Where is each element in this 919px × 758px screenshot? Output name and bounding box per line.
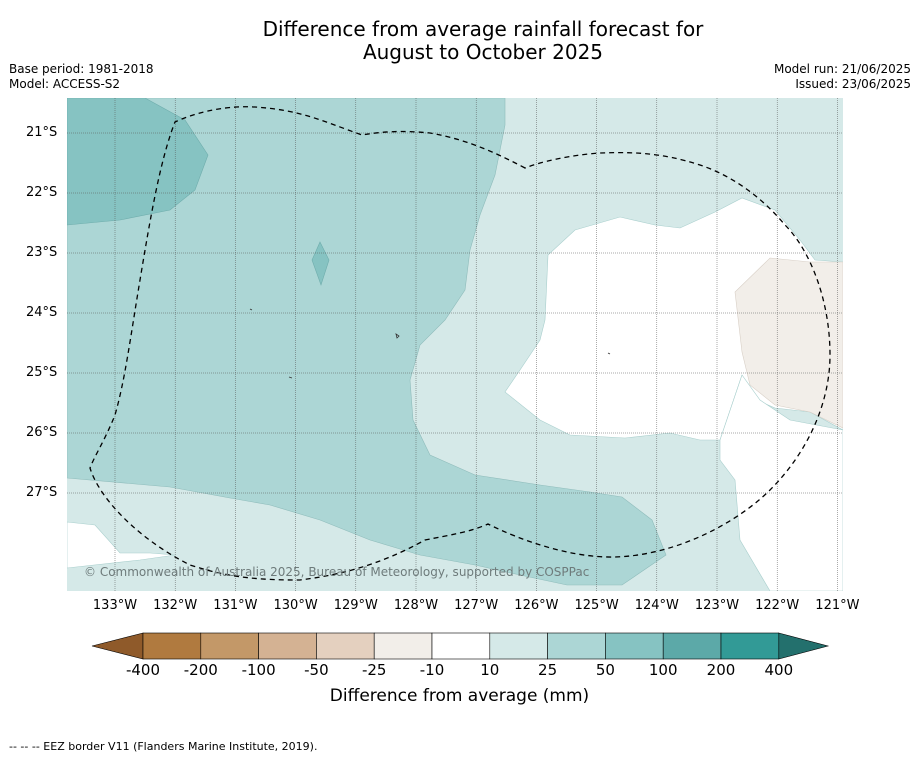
map-title: Difference from average rainfall forecas… <box>0 18 919 64</box>
lon-label: 124°W <box>634 598 679 613</box>
speck-1 <box>395 333 400 339</box>
colorbar-swatch <box>489 632 548 660</box>
lon-label: 125°W <box>574 598 619 613</box>
colorbar-swatch <box>373 632 433 660</box>
colorbar-tick-label: 100 <box>648 661 678 679</box>
colorbar-swatch <box>316 632 375 660</box>
colorbar-tick-label: -400 <box>125 661 161 679</box>
speck-3 <box>288 376 293 379</box>
colorbar-swatch <box>720 632 780 660</box>
colorbar-extend-low <box>91 632 144 660</box>
lat-label: 25°S <box>26 365 58 380</box>
colorbar-tick-label: -100 <box>241 661 276 679</box>
lon-label: 133°W <box>92 598 138 613</box>
lon-label: 131°W <box>213 598 258 613</box>
model-run: Model run: 21/06/2025 <box>773 62 911 76</box>
colorbar-tick-label: 25 <box>538 661 558 679</box>
lat-label: 23°S <box>26 245 58 260</box>
base-period: Base period: 1981-2018 <box>9 62 154 76</box>
lat-label: 22°S <box>26 185 58 200</box>
colorbar-tick-label: 10 <box>480 661 500 679</box>
lon-label: 122°W <box>755 598 800 613</box>
region-minus10-minus25 <box>734 257 843 429</box>
issued-date: Issued: 23/06/2025 <box>795 77 911 91</box>
colorbar-swatch <box>547 632 606 660</box>
region-50-100-small <box>311 241 330 286</box>
colorbar-extend-high <box>778 632 830 660</box>
copyright-notice: © Commonwealth of Australia 2025, Bureau… <box>84 565 590 579</box>
lon-label: 123°W <box>694 598 740 613</box>
region-25-50 <box>67 98 667 586</box>
colorbar-label: Difference from average (mm) <box>329 686 590 706</box>
colorbar-tick-label: -25 <box>361 661 387 679</box>
lat-label: 27°S <box>26 485 58 500</box>
colorbar-tick-label: -10 <box>419 661 445 679</box>
lat-label: 21°S <box>26 125 58 140</box>
colorbar-tick-label: 400 <box>764 661 794 679</box>
lon-label: 130°W <box>273 598 318 613</box>
speck-2 <box>249 308 253 311</box>
colorbar-tick-label: 50 <box>595 661 615 679</box>
lon-label: 126°W <box>514 598 559 613</box>
colorbar-swatch <box>258 632 317 660</box>
lon-label: 132°W <box>153 598 198 613</box>
model-name: Model: ACCESS-S2 <box>9 77 121 91</box>
lat-label: 24°S <box>26 305 58 320</box>
title-line-2: August to October 2025 <box>362 40 604 64</box>
colorbar-swatch <box>662 632 722 660</box>
meta-right: Model run: 21/06/2025 Issued: 23/06/2025 <box>774 62 911 92</box>
colorbar-swatch <box>200 632 259 660</box>
lon-label: 121°W <box>815 598 860 613</box>
speck-4 <box>607 352 611 355</box>
colorbar-tick-label: -50 <box>304 661 329 679</box>
colorbar-tick-label: 200 <box>706 661 736 679</box>
colorbar-tick-label: -200 <box>183 661 218 679</box>
lon-label: 127°W <box>454 598 499 613</box>
colorbar-swatch <box>142 632 202 660</box>
eez-footnote: -- -- -- EEZ border V11 (Flanders Marine… <box>9 740 318 753</box>
map-fill <box>67 98 843 591</box>
region-neutral-left <box>67 521 176 569</box>
meta-left: Base period: 1981-2018 Model: ACCESS-S2 <box>9 62 154 92</box>
colorbar <box>91 632 830 660</box>
lat-label: 26°S <box>26 425 58 440</box>
colorbar-swatch <box>605 632 664 660</box>
colorbar-swatch <box>431 632 491 660</box>
eez-border-west <box>89 106 831 581</box>
lon-label: 128°W <box>393 598 439 613</box>
title-line-1: Difference from average rainfall forecas… <box>262 17 704 41</box>
lon-label: 129°W <box>333 598 378 613</box>
